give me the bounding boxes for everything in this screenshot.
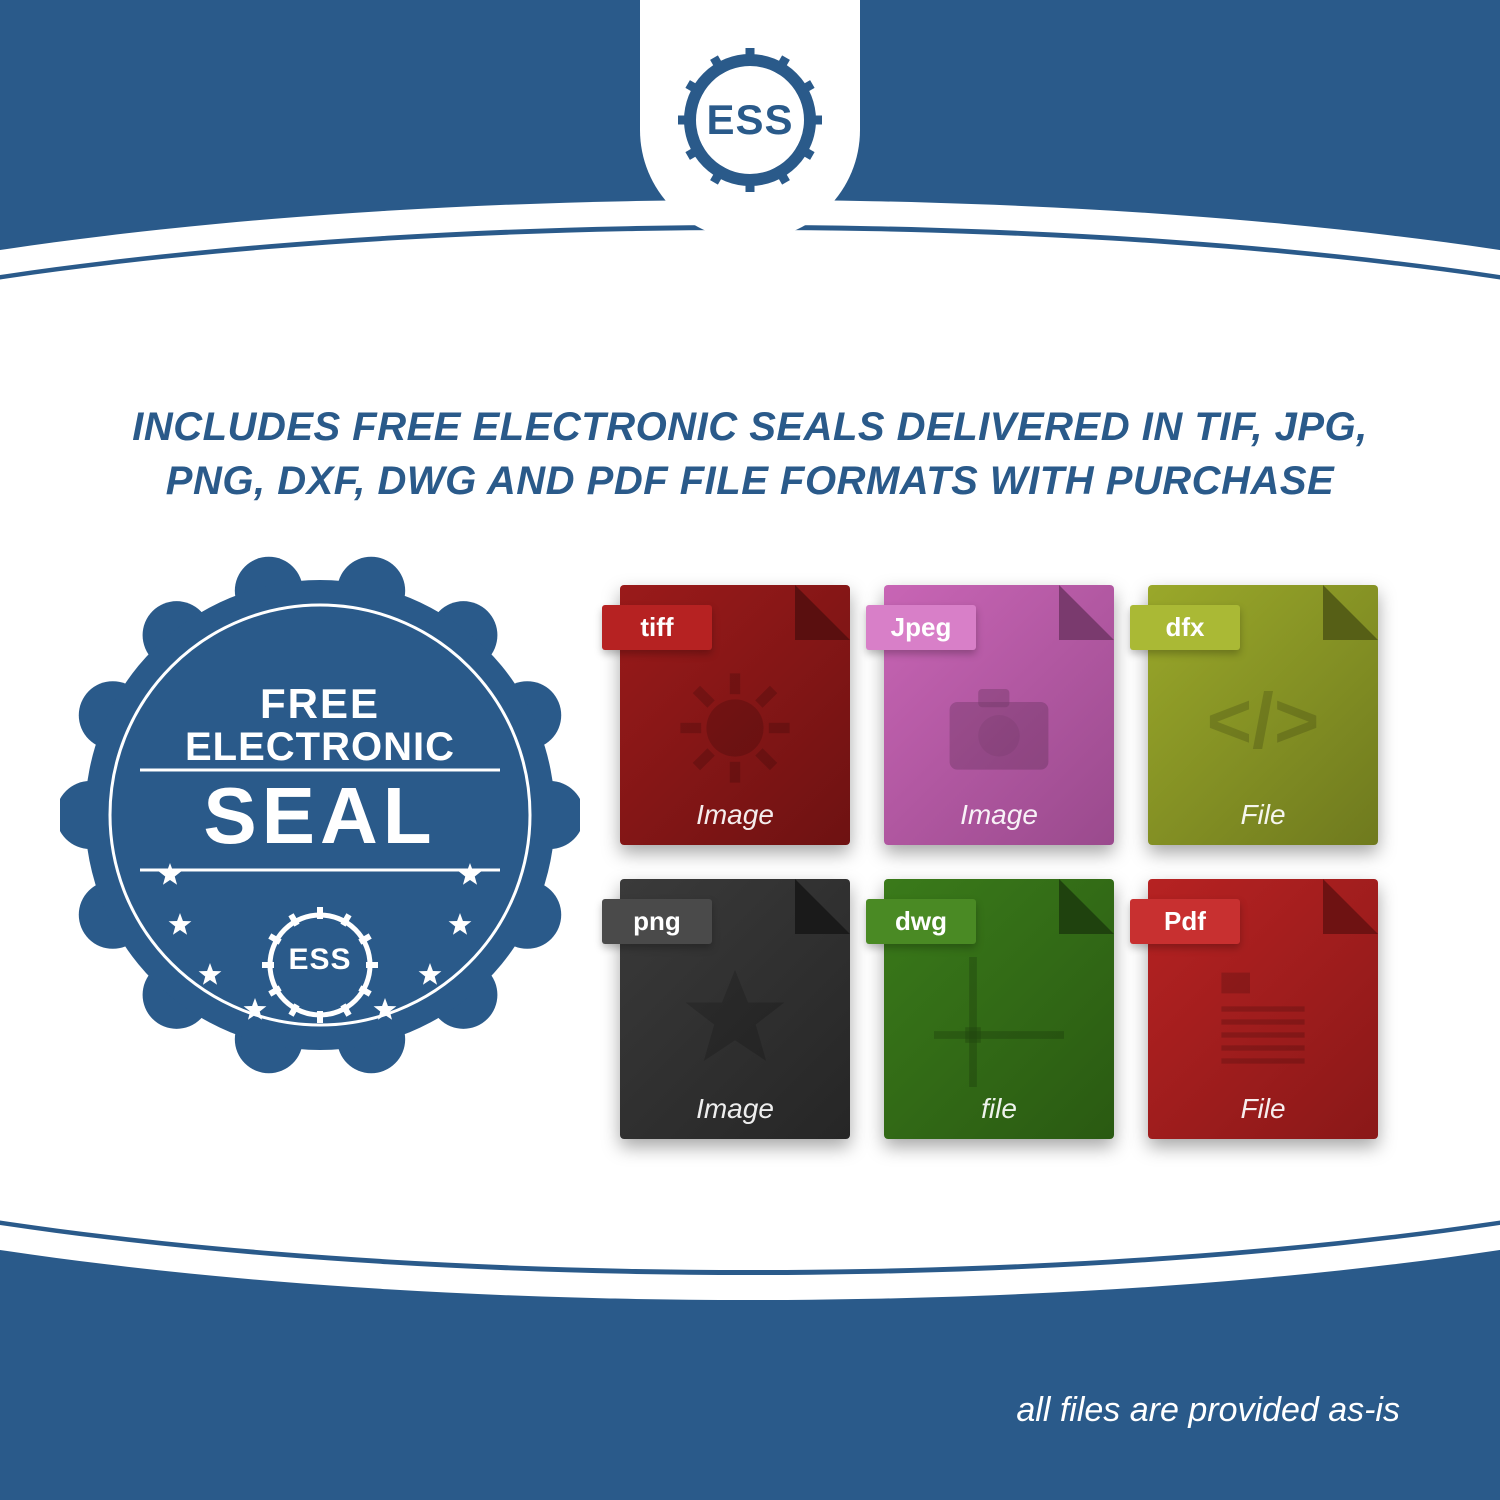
- grid-icon: [884, 959, 1114, 1084]
- gear-icon: [620, 665, 850, 790]
- fold-corner: [1059, 879, 1114, 934]
- seal-line2: ELECTRONIC: [60, 725, 580, 770]
- file-tab-label: Jpeg: [866, 605, 976, 650]
- file-icon-dwg: dwgfile: [884, 879, 1114, 1139]
- file-caption: File: [1148, 799, 1378, 831]
- headline: INCLUDES FREE ELECTRONIC SEALS DELIVERED…: [80, 400, 1420, 508]
- file-caption: file: [884, 1093, 1114, 1125]
- file-icon-png: pngImage: [620, 879, 850, 1139]
- ess-logo: ESS: [640, 0, 860, 240]
- doc-icon: [1148, 959, 1378, 1084]
- file-tab-label: png: [602, 899, 712, 944]
- file-caption: File: [1148, 1093, 1378, 1125]
- fold-corner: [1059, 585, 1114, 640]
- fold-corner: [795, 585, 850, 640]
- seal-inner-text: ESS: [265, 943, 375, 977]
- file-caption: Image: [620, 799, 850, 831]
- fold-corner: [1323, 585, 1378, 640]
- fold-corner: [795, 879, 850, 934]
- code-icon: </>: [1148, 665, 1378, 790]
- footer-note: all files are provided as-is: [1016, 1391, 1400, 1430]
- file-icon-jpeg: JpegImage: [884, 585, 1114, 845]
- file-icon-pdf: PdfFile: [1148, 879, 1378, 1139]
- fold-corner: [1323, 879, 1378, 934]
- starburst-icon: [620, 959, 850, 1084]
- seal-line1: FREE: [60, 680, 580, 728]
- camera-icon: [884, 665, 1114, 790]
- file-tab-label: Pdf: [1130, 899, 1240, 944]
- free-seal-badge: FREE ELECTRONIC SEAL ESS: [60, 555, 580, 1075]
- seal-inner-gear-icon: ESS: [265, 905, 375, 1015]
- file-tab-label: dwg: [866, 899, 976, 944]
- file-icon-tiff: tiffImage: [620, 585, 850, 845]
- file-caption: Image: [884, 799, 1114, 831]
- seal-line3: SEAL: [60, 770, 580, 862]
- file-icon-dfx: dfx</>File: [1148, 585, 1378, 845]
- file-tab-label: tiff: [602, 605, 712, 650]
- file-icons-grid: tiffImageJpegImagedfx</>FilepngImagedwgf…: [620, 585, 1388, 1149]
- gear-icon: ESS: [675, 45, 825, 195]
- infographic-page: ESS INCLUDES FREE ELECTRONIC SEALS DELIV…: [0, 0, 1500, 1500]
- ess-logo-text: ESS: [706, 96, 793, 144]
- svg-text:</>: </>: [1207, 676, 1320, 764]
- file-tab-label: dfx: [1130, 605, 1240, 650]
- file-caption: Image: [620, 1093, 850, 1125]
